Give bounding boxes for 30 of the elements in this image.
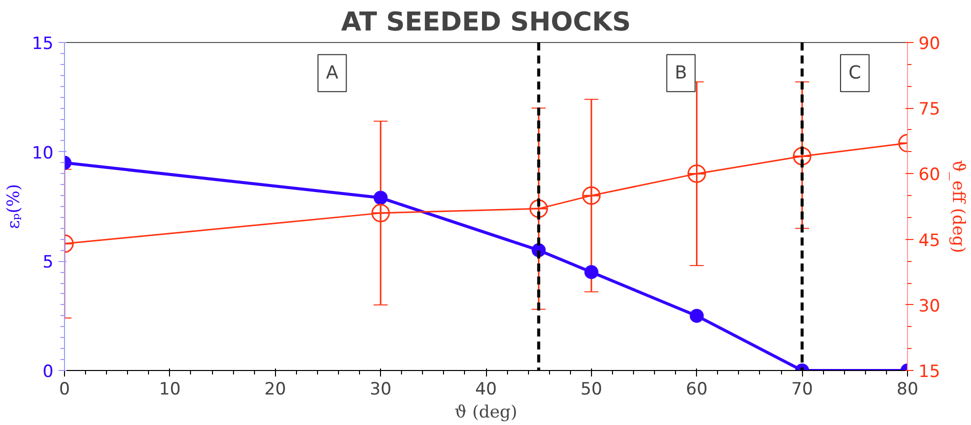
point — [529, 199, 548, 218]
y-tick-label: 10 — [32, 143, 54, 164]
y2-tick-label: 90 — [918, 34, 940, 54]
x-tick-label: 60 — [686, 380, 708, 400]
chart-title: AT SEEDED SHOCKS — [341, 8, 631, 38]
x-tick-label: 80 — [896, 380, 918, 400]
x-tick-label: 50 — [580, 380, 602, 400]
x-tick-label: 70 — [791, 380, 813, 400]
x-tick-label: 20 — [264, 380, 286, 400]
y2-tick-label: 15 — [918, 362, 940, 382]
annotation: B — [674, 62, 688, 84]
x-tick-label: 0 — [59, 380, 70, 400]
y2-tick-label: 75 — [918, 100, 940, 120]
y-tick-label: 0 — [42, 362, 54, 382]
annotation: A — [326, 62, 339, 84]
point — [792, 146, 812, 166]
y-tick-label: 15 — [32, 34, 54, 54]
x-tick-label: 40 — [475, 380, 497, 400]
x-tick-label: 10 — [159, 380, 181, 400]
y2-tick-label: 45 — [918, 230, 940, 251]
point — [582, 186, 601, 205]
x-tick-label: 30 — [370, 380, 392, 400]
y2-tick-label: 30 — [918, 296, 940, 316]
point — [688, 164, 706, 183]
annotation: C — [848, 62, 862, 84]
x-axis-title: ϑ (deg) — [454, 402, 518, 422]
y2-axis-title: ϑ_eff (deg) — [948, 160, 968, 254]
y-axis-title: εₚ(%) — [4, 184, 24, 230]
y2-tick-label: 60 — [918, 165, 940, 186]
y-tick-label: 5 — [42, 252, 54, 273]
